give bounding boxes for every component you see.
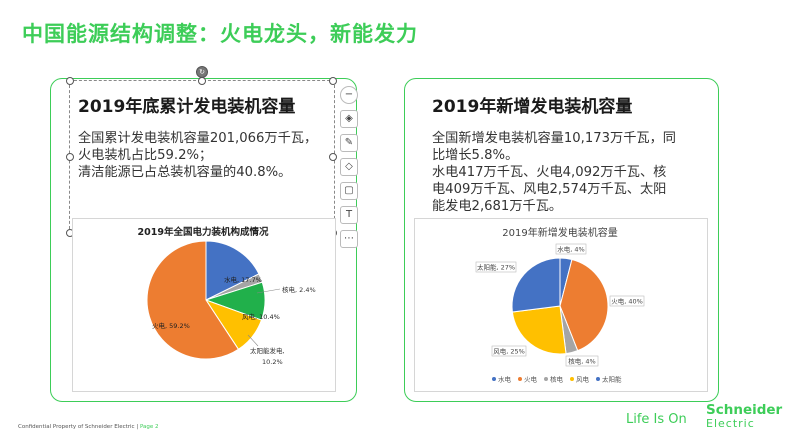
resize-handle-w[interactable] — [66, 153, 74, 161]
right-chart-title: 2019年新增发电装机容量 — [502, 228, 618, 239]
legend-marker-水电 — [492, 377, 496, 381]
pie-slice-水电[interactable] — [205, 240, 260, 301]
right-card-line: 能发电2,681万千瓦。 — [432, 199, 563, 214]
right-card-body: 全国新增发电装机容量10,173万千瓦，同 比增长5.8%。 水电417万千瓦、… — [432, 130, 676, 215]
brand-sub: Electric — [706, 417, 755, 430]
pie-label-火电: 火电, 40% — [611, 297, 643, 306]
legend-label-太阳能[interactable]: 太阳能 — [602, 375, 622, 384]
resize-handle-e[interactable] — [329, 153, 337, 161]
right-card-line: 全国新增发电装机容量10,173万千瓦，同 — [432, 131, 676, 146]
pie-label-火电: 火电, 59.2% — [152, 321, 190, 330]
pie-slice-火电[interactable] — [146, 240, 240, 360]
footer-separator: | — [134, 424, 140, 430]
tagline: Life Is On — [626, 412, 687, 427]
right-card-line: 电409万千瓦、风电2,574万千瓦、太阳 — [432, 182, 667, 197]
legend-label-火电[interactable]: 火电 — [524, 375, 538, 384]
left-card-line: 火电装机占比59.2%； — [78, 148, 213, 163]
pie-label-太阳能发电: 10.2% — [262, 358, 283, 366]
resize-handle-n[interactable] — [198, 77, 206, 85]
callout-box-太阳能 — [475, 261, 517, 273]
pie-label-太阳能发电: 太阳能发电, — [250, 346, 285, 355]
fill-icon[interactable]: ◇ — [340, 158, 358, 176]
right-pie-chart[interactable]: 水电, 4% 火电, 40% 核电, 4% 风电, 25% 太阳能, 27% 水电 火电 核电… — [414, 236, 706, 390]
layers-icon[interactable]: ◈ — [340, 110, 358, 128]
floating-toolbar: − ◈ ✎ ◇ ▢ T ⋯ — [340, 86, 358, 254]
leader-line — [247, 334, 259, 347]
left-chart-title: 2019年全国电力装机构成情况 — [137, 227, 269, 238]
pen-icon[interactable]: ✎ — [340, 134, 358, 152]
legend-marker-火电 — [518, 377, 522, 381]
left-card-line: 全国累计发电装机容量201,066万千瓦， — [78, 131, 318, 146]
leader-line — [256, 288, 281, 294]
legend-label-风电[interactable]: 风电 — [576, 375, 590, 384]
more-icon[interactable]: ⋯ — [340, 230, 358, 248]
resize-handle-ne[interactable] — [329, 77, 337, 85]
left-card-body: 全国累计发电装机容量201,066万千瓦， 火电装机占比59.2%； 清洁能源已… — [78, 130, 317, 181]
schneider-logo: Schneider Electric — [706, 402, 783, 430]
pie-label-风电: 风电, 10.4% — [242, 312, 280, 321]
slide-title: 中国能源结构调整：火电龙头，新能发力 — [22, 22, 418, 46]
pie-label-水电: 水电, 17.7% — [224, 275, 262, 284]
legend-label-核电[interactable]: 核电 — [550, 375, 564, 384]
pie-slice-风电[interactable] — [511, 305, 567, 355]
pie-label-水电: 水电, 4% — [557, 245, 584, 254]
left-pie-chart[interactable]: 水电, 17.7% 核电, 2.4% 风电, 10.4% 太阳能发电, 10.2% 火电,… — [72, 236, 334, 390]
legend-marker-核电 — [544, 377, 548, 381]
pie-label-核电: 核电, 2.4% — [282, 285, 316, 294]
legend-marker-太阳能 — [596, 377, 600, 381]
legend-label-水电[interactable]: 水电 — [498, 375, 512, 384]
callout-box-核电 — [565, 355, 599, 367]
pie-slice-火电[interactable] — [559, 258, 609, 352]
pie-label-风电: 风电, 25% — [493, 347, 525, 356]
text-box-icon[interactable]: T — [340, 206, 358, 224]
legend-marker-风电 — [570, 377, 574, 381]
left-card-title: 2019年底累计发电装机容量 — [78, 97, 296, 117]
resize-handle-nw[interactable] — [66, 77, 74, 85]
right-card-line: 水电417万千瓦、火电4,092万千瓦、核 — [432, 165, 667, 180]
confidential-text: Confidential Property of Schneider Elect… — [18, 424, 135, 430]
callout-box-火电 — [609, 295, 645, 307]
right-card-title: 2019年新增发电装机容量 — [432, 97, 633, 117]
callout-box-风电 — [491, 345, 527, 357]
brand-name: Schneider — [706, 402, 783, 418]
right-card-line: 比增长5.8%。 — [432, 148, 519, 163]
pie-slice-太阳能[interactable] — [511, 257, 561, 313]
left-card-line: 清洁能源已占总装机容量的40.8%。 — [78, 165, 292, 180]
callout-box-水电 — [555, 243, 587, 255]
pie-label-核电: 核电, 4% — [568, 357, 595, 366]
text-selection-frame[interactable] — [69, 80, 335, 234]
pie-label-太阳能: 太阳能, 27% — [477, 263, 515, 272]
frame-icon[interactable]: ▢ — [340, 182, 358, 200]
page-number: Page 2 — [139, 424, 159, 430]
footer-confidential: Confidential Property of Schneider Elect… — [18, 424, 159, 430]
minus-circle-icon[interactable]: − — [340, 86, 358, 104]
